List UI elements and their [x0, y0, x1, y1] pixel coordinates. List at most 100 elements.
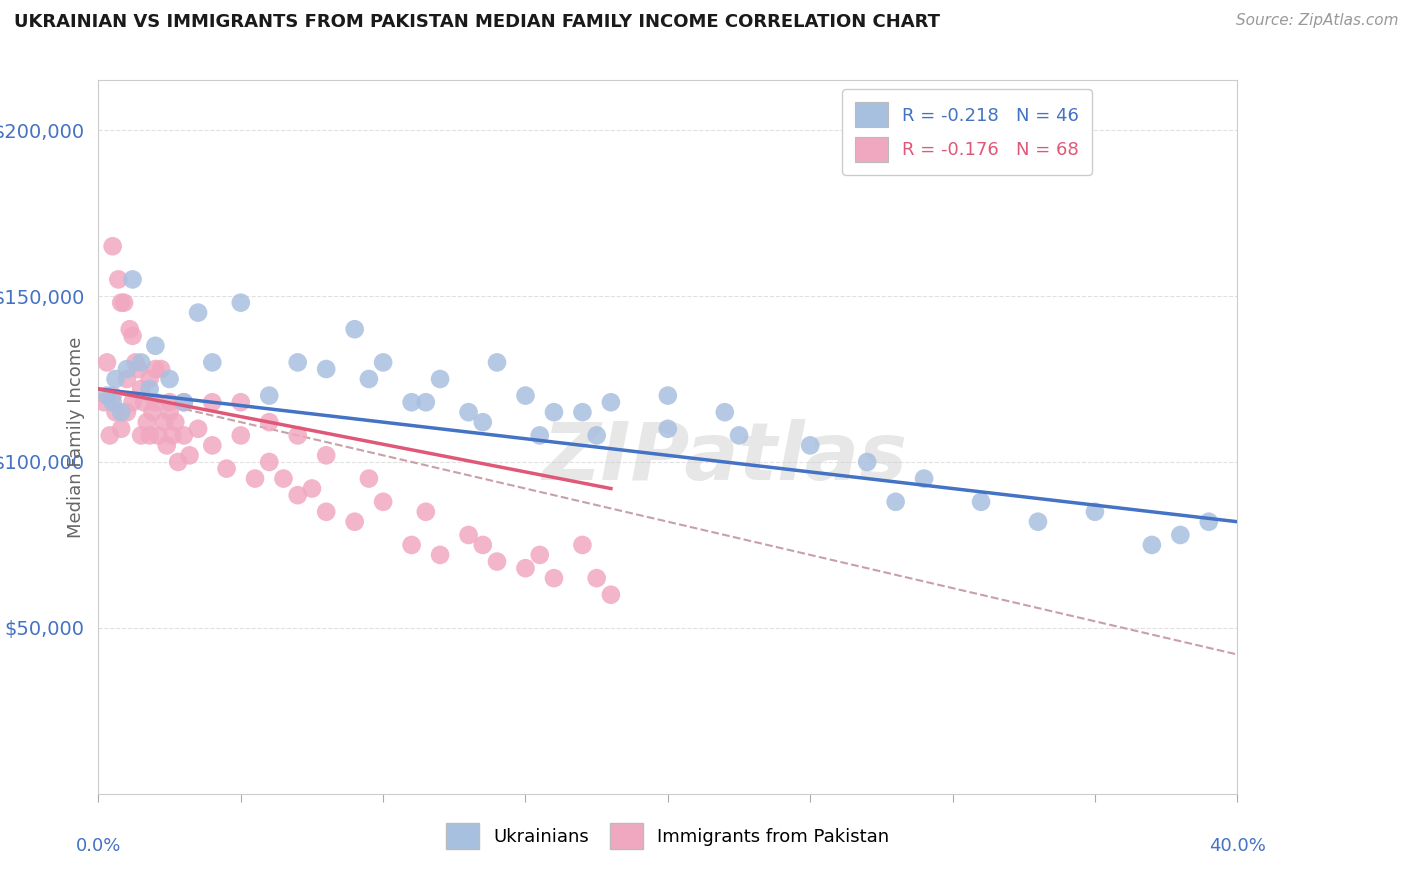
Point [415, 395, 437, 409]
Point [471, 538, 494, 552]
Point [343, 322, 366, 336]
Point [110, 405, 132, 419]
Y-axis label: Median Family Income: Median Family Income [66, 336, 84, 538]
Point [110, 422, 132, 436]
Point [124, 355, 146, 369]
Text: UKRAINIAN VS IMMIGRANTS FROM PAKISTAN MEDIAN FAMILY INCOME CORRELATION CHART: UKRAINIAN VS IMMIGRANTS FROM PAKISTAN ME… [14, 13, 941, 31]
Point [101, 239, 124, 253]
Point [96, 355, 118, 369]
Point [714, 405, 737, 419]
Text: Source: ZipAtlas.com: Source: ZipAtlas.com [1236, 13, 1399, 29]
Point [121, 272, 143, 286]
Text: ZIPatlas: ZIPatlas [543, 419, 907, 498]
Point [728, 428, 751, 442]
Point [471, 415, 494, 429]
Point [135, 415, 157, 429]
Point [179, 448, 201, 462]
Point [259, 415, 281, 429]
Point [486, 355, 509, 369]
Point [543, 571, 565, 585]
Point [457, 405, 479, 419]
Point [415, 505, 437, 519]
Point [229, 295, 252, 310]
Point [138, 428, 160, 442]
Point [357, 472, 380, 486]
Point [1140, 538, 1163, 552]
Point [585, 428, 607, 442]
Point [141, 405, 163, 419]
Point [259, 455, 281, 469]
Point [315, 448, 337, 462]
Point [129, 428, 152, 442]
Point [156, 438, 179, 452]
Point [162, 428, 184, 442]
Point [856, 455, 879, 469]
Point [585, 571, 607, 585]
Text: 0.0%: 0.0% [76, 837, 121, 855]
Point [115, 372, 138, 386]
Point [657, 422, 679, 436]
Point [115, 405, 138, 419]
Point [187, 305, 209, 319]
Point [173, 428, 195, 442]
Point [145, 362, 167, 376]
Point [1198, 515, 1220, 529]
Point [98, 428, 121, 442]
Point [165, 415, 187, 429]
Point [173, 395, 195, 409]
Point [121, 329, 143, 343]
Point [1084, 505, 1107, 519]
Point [110, 295, 132, 310]
Point [201, 355, 224, 369]
Point [343, 515, 366, 529]
Point [229, 395, 252, 409]
Point [301, 482, 323, 496]
Point [145, 395, 167, 409]
Point [884, 495, 907, 509]
Point [371, 355, 394, 369]
Point [129, 355, 152, 369]
Point [357, 372, 380, 386]
Point [159, 395, 181, 409]
Point [515, 561, 537, 575]
Point [159, 372, 181, 386]
Point [1170, 528, 1192, 542]
Point [132, 395, 155, 409]
Point [138, 372, 160, 386]
Point [287, 488, 309, 502]
Point [287, 428, 309, 442]
Point [138, 382, 160, 396]
Point [153, 415, 176, 429]
Point [401, 538, 423, 552]
Point [118, 322, 141, 336]
Point [187, 422, 209, 436]
Point [315, 505, 337, 519]
Point [107, 272, 129, 286]
Point [159, 405, 181, 419]
Point [486, 555, 509, 569]
Point [1026, 515, 1049, 529]
Point [104, 372, 127, 386]
Point [401, 395, 423, 409]
Legend: Ukrainians, Immigrants from Pakistan: Ukrainians, Immigrants from Pakistan [439, 816, 897, 856]
Point [529, 548, 551, 562]
Point [243, 472, 266, 486]
Point [93, 395, 115, 409]
Point [259, 388, 281, 402]
Text: 40.0%: 40.0% [1209, 837, 1265, 855]
Point [543, 405, 565, 419]
Point [215, 461, 238, 475]
Point [121, 395, 143, 409]
Point [457, 528, 479, 542]
Point [173, 395, 195, 409]
Point [429, 548, 451, 562]
Point [201, 395, 224, 409]
Point [515, 388, 537, 402]
Point [127, 362, 149, 376]
Point [273, 472, 295, 486]
Point [571, 405, 593, 419]
Point [129, 382, 152, 396]
Point [96, 388, 118, 402]
Point [101, 395, 124, 409]
Point [101, 388, 124, 402]
